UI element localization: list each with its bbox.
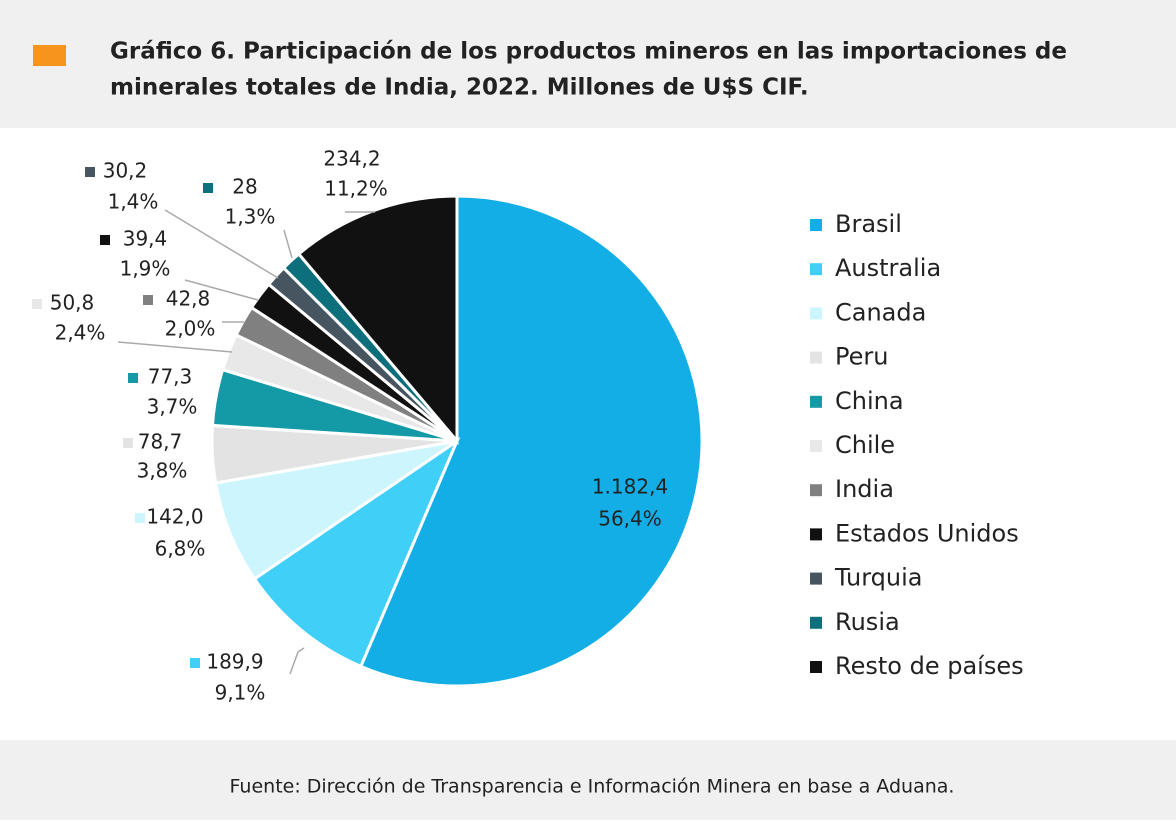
value-label: 50,8 [50,291,95,315]
percent-label: 9,1% [215,681,266,705]
label-marker [203,183,213,193]
legend-label: Chile [835,431,895,459]
header-band [0,0,1176,128]
chart-title: minerales totales de India, 2022. Millon… [110,75,809,101]
legend-label: Estados Unidos [835,519,1019,547]
footer-band [0,740,1176,820]
value-label: 30,2 [103,159,148,183]
chart-title: Gráfico 6. Participación de los producto… [110,39,1067,65]
legend-label: Brasil [835,210,902,238]
legend-marker [810,263,822,276]
percent-label: 56,4% [598,507,662,531]
pie-slice [358,194,704,688]
leader-line [283,229,293,259]
value-label: 189,9 [206,650,263,674]
legend-marker [810,661,822,673]
label-marker [190,658,200,668]
percent-label: 1,3% [225,205,276,229]
legend-label: Rusia [835,608,900,636]
legend-label: India [835,475,894,503]
percent-label: 1,4% [108,190,159,214]
leader-line [289,647,305,675]
value-label: 28 [232,175,257,199]
legend-label: Resto de países [835,652,1024,680]
percent-label: 1,9% [120,257,171,281]
percent-label: 2,0% [165,317,216,341]
value-label: 42,8 [166,287,211,311]
legend-marker [810,307,822,320]
value-label: 1.182,4 [592,475,668,499]
legend-label: Turquia [834,564,923,592]
value-label: 39,4 [123,227,168,251]
label-marker [135,513,145,523]
leader-line [117,341,233,353]
legend-marker [810,616,822,629]
pie-slice [296,194,459,446]
value-label: 78,7 [138,430,183,454]
legend-marker [810,395,822,408]
legend-marker [810,219,822,231]
legend-marker [810,572,822,585]
label-marker [100,235,110,245]
label-marker [32,299,42,309]
legend-marker [810,351,822,364]
percent-label: 3,7% [147,395,198,419]
label-marker [128,373,138,383]
legend-label: Australia [835,254,941,282]
leader-line [184,279,259,301]
label-marker [143,295,153,305]
legend-marker [810,528,822,541]
legend-label: Canada [835,298,926,326]
label-marker [123,438,133,448]
percent-label: 6,8% [155,537,206,561]
pie-slice [252,436,461,669]
percent-label: 3,8% [137,459,188,483]
value-label: 77,3 [148,365,193,389]
legend-marker [810,484,822,497]
label-marker [85,167,95,177]
percent-label: 11,2% [324,177,388,201]
source-note: Fuente: Dirección de Transparencia e Inf… [230,776,955,798]
value-label: 142,0 [146,505,203,529]
legend-label: China [835,387,904,415]
legend-label: Peru [835,343,888,371]
value-label: 234,2 [323,147,380,171]
percent-label: 2,4% [55,321,106,345]
legend-marker [810,440,822,452]
leader-line [164,209,279,279]
header-icon [33,45,66,66]
